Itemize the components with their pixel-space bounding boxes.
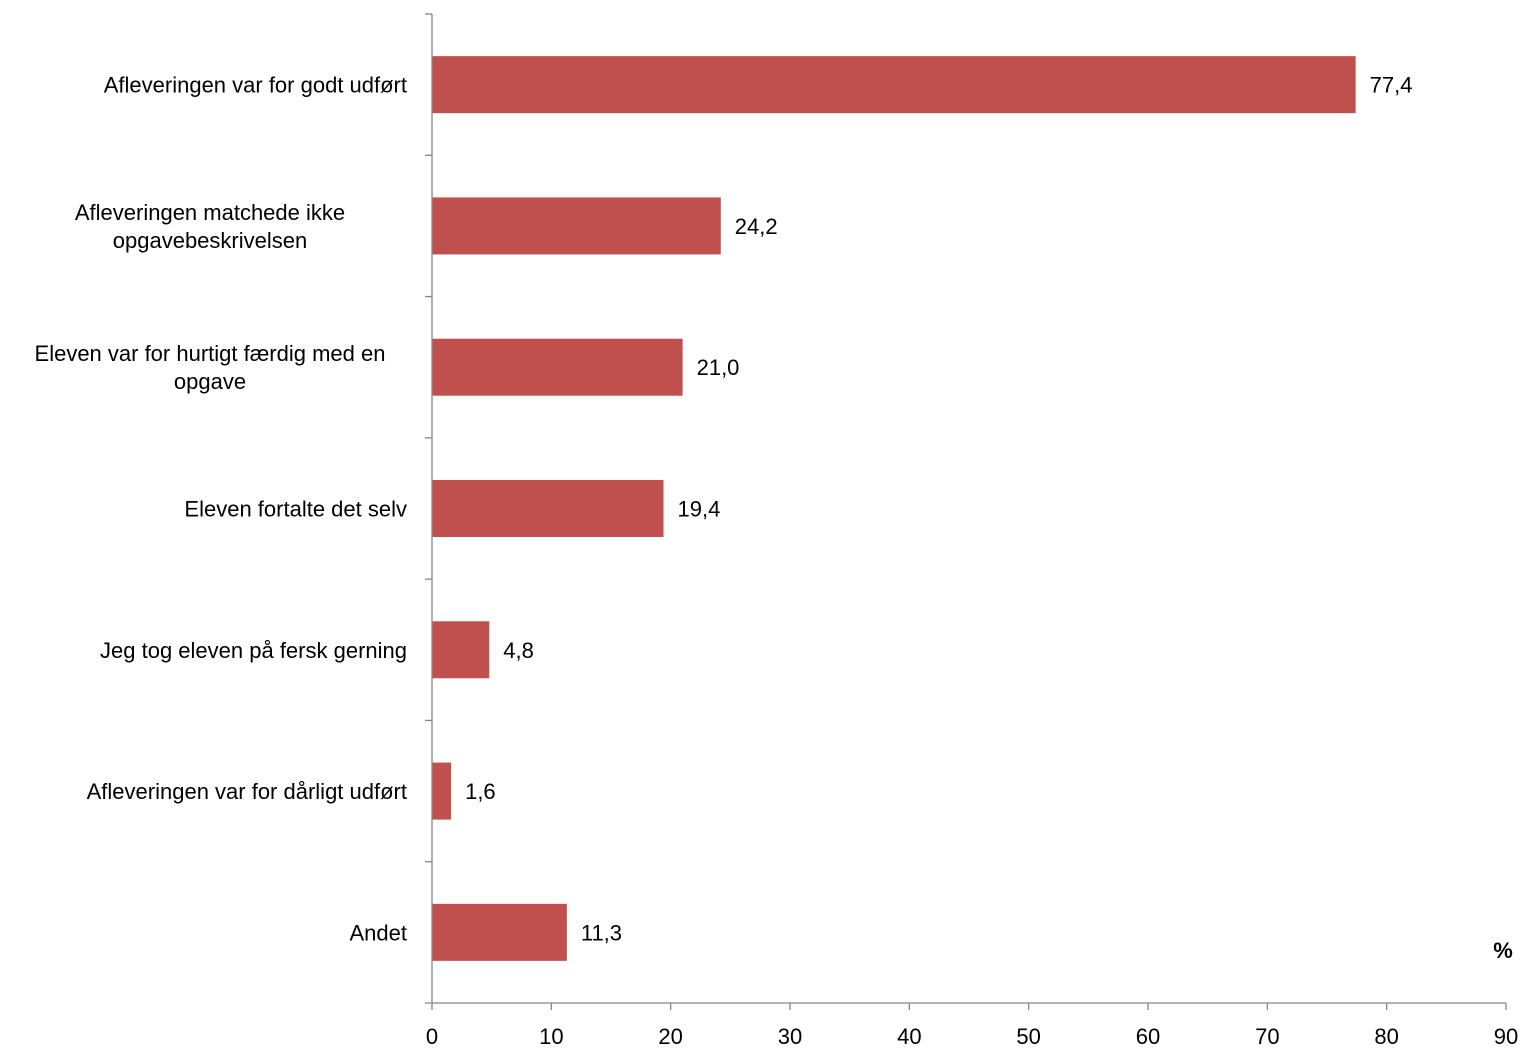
x-tick-label: 0 [426, 1024, 438, 1049]
bar [432, 480, 664, 537]
bar [432, 762, 452, 820]
x-tick-label: 80 [1374, 1024, 1398, 1049]
data-label: 24,2 [735, 214, 778, 239]
x-tick-label: 40 [897, 1024, 921, 1049]
x-tick-label: 30 [778, 1024, 802, 1049]
category-label: Eleven var for hurtigt færdig med en opga… [35, 341, 386, 394]
x-tick-label: 60 [1136, 1024, 1160, 1049]
category-label: Eleven fortalte det selv [184, 497, 407, 522]
bar [432, 621, 490, 679]
category-label: Andet [350, 920, 408, 945]
category-label: Afleveringen matchede ikke opgavebeskrive… [75, 200, 345, 253]
x-tick-label: 10 [539, 1024, 563, 1049]
category-label: Jeg tog eleven på fersk gerning [100, 638, 407, 663]
x-axis-unit-label: % [1493, 938, 1513, 963]
bar [432, 56, 1356, 114]
plot-area: 77,4 Afleveringen var for godt udført 24,2… [35, 13, 1518, 1049]
category-label: Afleveringen var for godt udført [104, 73, 407, 98]
bar [432, 338, 683, 396]
x-tick-label: 20 [658, 1024, 682, 1049]
x-tick-label: 70 [1255, 1024, 1279, 1049]
data-label: 4,8 [503, 638, 534, 663]
bar [432, 903, 567, 961]
data-label: 1,6 [465, 779, 496, 804]
data-label: 21,0 [697, 355, 740, 380]
x-tick-label: 50 [1016, 1024, 1040, 1049]
data-label: 19,4 [678, 497, 721, 522]
x-tick-label: 90 [1494, 1024, 1518, 1049]
bar [432, 197, 721, 255]
category-label: Afleveringen var for dårligt udført [87, 779, 407, 804]
data-label: 11,3 [581, 920, 622, 945]
data-label: 77,4 [1370, 73, 1413, 98]
